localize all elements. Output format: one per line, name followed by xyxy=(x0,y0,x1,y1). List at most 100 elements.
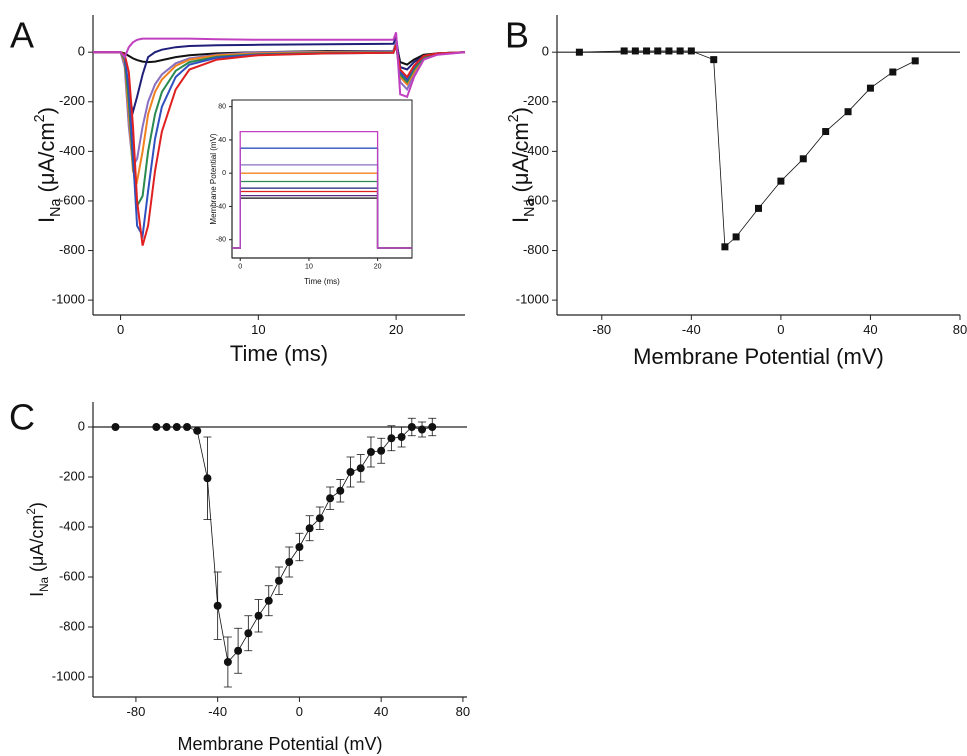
axis-label-part: 2 xyxy=(25,508,38,515)
y-tick-label: -40 xyxy=(216,203,226,210)
marker xyxy=(326,494,335,503)
trace xyxy=(93,42,466,66)
y-tick-label: 0 xyxy=(78,418,85,433)
x-tick-label: 10 xyxy=(251,322,265,337)
y-tick-label: 40 xyxy=(218,137,226,144)
axis-label-part: I xyxy=(34,217,59,223)
axis-label: Membrane Potential (mV) xyxy=(177,734,382,754)
marker xyxy=(285,558,294,566)
x-tick-label: -40 xyxy=(208,704,227,719)
panel-label: C xyxy=(9,397,35,438)
trace xyxy=(232,130,412,249)
axis-label-part: Membrane Potential (mV) xyxy=(177,734,382,754)
y-tick-label: -600 xyxy=(523,192,549,207)
axis-label-part: ) xyxy=(508,107,533,114)
y-tick-label: -600 xyxy=(59,192,85,207)
marker xyxy=(203,474,212,483)
axis-label-part: 2 xyxy=(506,114,522,122)
y-tick-label: -600 xyxy=(59,568,85,583)
y-tick-label: -400 xyxy=(523,143,549,158)
axis-label-part: (μA/cm xyxy=(27,515,47,577)
axis-label: Membrane Potential (mV) xyxy=(209,133,218,224)
marker xyxy=(366,448,375,456)
marker xyxy=(755,204,762,212)
marker xyxy=(193,426,202,435)
axis-label-part: Time (ms) xyxy=(304,277,340,286)
marker xyxy=(274,576,283,585)
y-tick-label: 0 xyxy=(78,44,85,59)
inset-frame xyxy=(231,99,413,259)
marker xyxy=(428,423,437,431)
marker xyxy=(889,68,897,76)
marker xyxy=(799,155,807,163)
y-tick-label: -1000 xyxy=(52,292,85,307)
marker xyxy=(223,658,232,666)
axis-label: Time (ms) xyxy=(304,277,340,286)
marker xyxy=(295,543,304,551)
marker xyxy=(654,47,662,55)
marker xyxy=(721,243,729,251)
axis-label-part: ) xyxy=(27,502,47,508)
marker xyxy=(234,646,243,655)
x-tick-label: -40 xyxy=(682,322,701,337)
x-tick-label: 40 xyxy=(374,704,388,719)
axis-label: INa (μA/cm2) xyxy=(506,107,538,223)
marker xyxy=(336,486,345,495)
axis-label-part: Membrane Potential (mV) xyxy=(633,344,884,369)
y-tick-label: -400 xyxy=(59,143,85,158)
axis-label-part: (μA/cm xyxy=(508,122,533,198)
marker xyxy=(643,47,651,55)
x-tick-label: 0 xyxy=(117,322,124,337)
marker xyxy=(844,108,852,116)
axis-label-part: Membrane Potential (mV) xyxy=(209,133,218,224)
y-tick-label: 0 xyxy=(542,44,549,59)
y-tick-label: -800 xyxy=(59,242,85,257)
trace xyxy=(93,32,466,99)
marker xyxy=(620,47,628,55)
x-tick-label: -80 xyxy=(592,322,611,337)
axis-label-part: (μA/cm xyxy=(34,122,59,198)
marker xyxy=(665,47,673,55)
marker xyxy=(911,57,919,65)
x-tick-label: 0 xyxy=(777,322,784,337)
marker xyxy=(710,56,718,64)
marker xyxy=(213,601,222,610)
marker xyxy=(822,128,830,136)
y-tick-label: -800 xyxy=(523,242,549,257)
x-tick-label: 40 xyxy=(863,322,877,337)
axis-label: INa (μA/cm2) xyxy=(25,502,51,597)
marker xyxy=(397,433,406,441)
marker xyxy=(172,423,181,431)
y-tick-label: -800 xyxy=(59,618,85,633)
trace xyxy=(93,44,466,246)
marker xyxy=(264,596,273,605)
iv-line xyxy=(115,426,433,663)
x-tick-label: -80 xyxy=(127,704,146,719)
panel-label: B xyxy=(505,15,529,56)
x-tick-label: 80 xyxy=(953,322,967,337)
axis-label: Time (ms) xyxy=(230,341,328,366)
axis-label: INa (μA/cm2) xyxy=(32,107,64,223)
marker xyxy=(183,423,192,431)
axis-label-part: I xyxy=(27,592,47,597)
panel-label: A xyxy=(10,15,34,56)
y-tick-label: 80 xyxy=(218,103,226,110)
y-tick-label: -200 xyxy=(59,93,85,108)
marker xyxy=(777,177,785,185)
y-tick-label: -80 xyxy=(216,237,226,244)
y-tick-label: 0 xyxy=(222,170,226,177)
x-tick-label: 0 xyxy=(296,704,303,719)
axis-label-part: Time (ms) xyxy=(230,341,328,366)
marker xyxy=(356,464,365,473)
marker xyxy=(676,47,684,55)
x-tick-label: 0 xyxy=(238,263,242,270)
axis-label-part: I xyxy=(508,217,533,223)
axis-label-part: 2 xyxy=(32,114,48,122)
marker xyxy=(244,629,253,638)
marker xyxy=(418,425,427,434)
y-tick-label: -200 xyxy=(523,93,549,108)
marker xyxy=(111,423,120,431)
marker xyxy=(687,47,695,55)
axis-label-part: Na xyxy=(48,199,64,217)
